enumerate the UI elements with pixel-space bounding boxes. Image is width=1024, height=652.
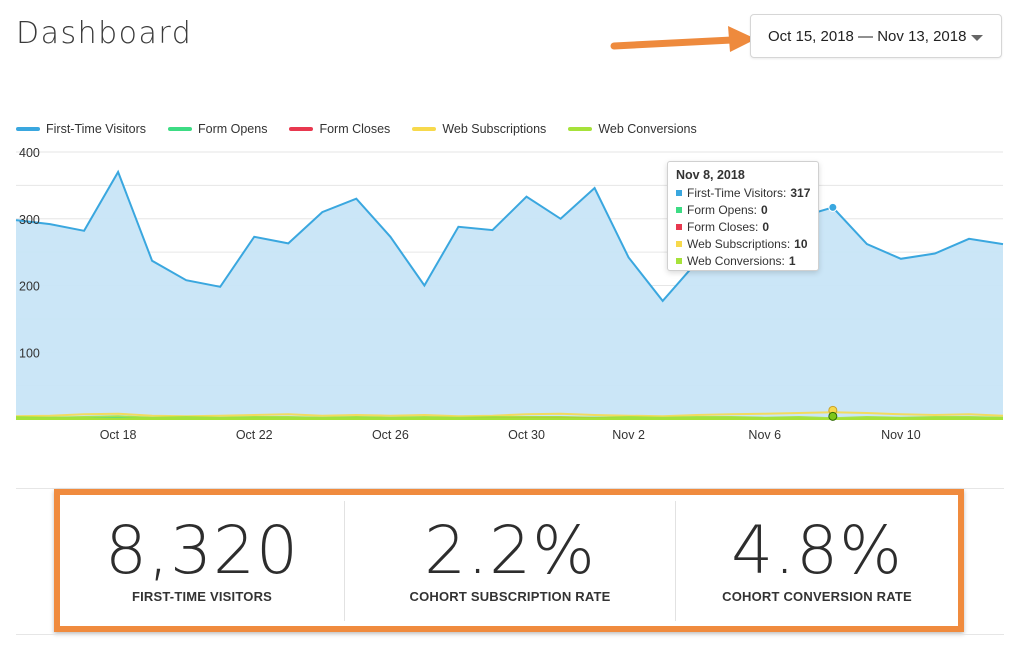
legend-label: Form Closes xyxy=(319,122,391,136)
stat-label: COHORT SUBSCRIPTION RATE xyxy=(409,589,611,604)
legend-item-form-opens[interactable]: Form Opens xyxy=(168,122,267,136)
x-tick-label: Oct 18 xyxy=(100,428,137,442)
tooltip-value: 1 xyxy=(788,253,796,268)
tooltip-value: 0 xyxy=(761,203,768,218)
date-range-label: Oct 15, 2018 — Nov 13, 2018 xyxy=(768,27,967,45)
legend-swatch xyxy=(16,127,40,131)
legend-swatch xyxy=(168,127,192,131)
series-color-dot xyxy=(676,190,682,197)
legend-label: First-Time Visitors xyxy=(46,122,146,136)
x-tick-label: Oct 22 xyxy=(236,428,273,442)
legend-label: Form Opens xyxy=(198,122,268,136)
callout-arrow-icon xyxy=(610,26,756,52)
y-tick-label: 300 xyxy=(19,213,40,227)
series-color-dot xyxy=(676,223,682,230)
legend-item-web-conversions[interactable]: Web Conversions xyxy=(568,122,697,136)
legend-swatch xyxy=(412,127,437,131)
tooltip-row: Form Closes: 0 xyxy=(676,219,810,236)
section-divider xyxy=(16,634,1004,635)
stat-value: 2.2% xyxy=(424,512,596,589)
tooltip-row: First-Time Visitors: 317 xyxy=(676,185,810,202)
x-tick-label: Nov 10 xyxy=(881,428,921,442)
legend-swatch xyxy=(289,127,314,131)
section-divider xyxy=(16,488,1004,489)
series-color-dot xyxy=(676,240,682,247)
x-tick-label: Nov 2 xyxy=(612,428,645,442)
x-tick-label: Oct 26 xyxy=(372,428,409,442)
legend-label: Web Subscriptions xyxy=(442,122,547,136)
legend-label: Web Conversions xyxy=(598,122,697,136)
tooltip-label: Form Closes: xyxy=(687,219,759,234)
legend-item-form-closes[interactable]: Form Closes xyxy=(289,122,390,136)
tooltip-label: Form Opens: xyxy=(687,203,758,218)
tooltip-row: Web Subscriptions: 10 xyxy=(676,235,810,252)
stat-cohort-subscription-rate: 2.2% COHORT SUBSCRIPTION RATE xyxy=(345,503,675,618)
stat-divider xyxy=(675,501,676,621)
highlight-point-visitors xyxy=(828,202,838,212)
date-range-picker[interactable]: Oct 15, 2018 — Nov 13, 2018 xyxy=(750,14,1002,58)
tooltip-row: Form Opens: 0 xyxy=(676,202,810,219)
stat-divider xyxy=(344,501,345,621)
legend-swatch xyxy=(568,127,593,131)
y-tick-label: 400 xyxy=(19,146,40,160)
highlight-point-conversions xyxy=(828,411,838,421)
tooltip-row: Web Conversions: 1 xyxy=(676,252,810,269)
first-time-visitors-line xyxy=(15,169,1004,303)
chart-tooltip: Nov 8, 2018 First-Time Visitors: 317 For… xyxy=(667,161,819,271)
legend-item-web-subscriptions[interactable]: Web Subscriptions xyxy=(412,122,546,136)
chevron-down-icon[interactable] xyxy=(971,35,983,41)
stat-value: 8,320 xyxy=(105,512,299,589)
stats-panel: 8,320 FIRST-TIME VISITORS 2.2% COHORT SU… xyxy=(54,489,964,632)
series-color-dot xyxy=(676,207,682,214)
legend-item-first-time-visitors[interactable]: First-Time Visitors xyxy=(16,122,146,136)
tooltip-label: Web Conversions: xyxy=(687,253,785,268)
tooltip-label: First-Time Visitors: xyxy=(687,186,787,201)
tooltip-label: Web Subscriptions: xyxy=(687,236,791,251)
page-title: Dashboard xyxy=(16,16,193,51)
series-color-dot xyxy=(676,257,682,264)
y-tick-label: 100 xyxy=(19,346,40,360)
x-tick-label: Nov 6 xyxy=(748,428,781,442)
stat-cohort-conversion-rate: 4.8% COHORT CONVERSION RATE xyxy=(676,503,958,618)
stat-first-time-visitors: 8,320 FIRST-TIME VISITORS xyxy=(60,503,344,618)
tooltip-value: 317 xyxy=(790,186,811,201)
y-tick-label: 200 xyxy=(19,280,40,294)
chart-legend: First-Time Visitors Form Opens Form Clos… xyxy=(16,122,719,136)
tooltip-value: 0 xyxy=(762,219,770,234)
stat-label: FIRST-TIME VISITORS xyxy=(131,589,273,604)
first-time-visitors-area xyxy=(16,172,1003,419)
stat-value: 4.8% xyxy=(731,512,903,589)
tooltip-title: Nov 8, 2018 xyxy=(676,168,745,182)
stat-label: COHORT CONVERSION RATE xyxy=(722,589,912,604)
x-tick-label: Oct 30 xyxy=(508,428,545,442)
tooltip-value: 10 xyxy=(794,236,808,251)
